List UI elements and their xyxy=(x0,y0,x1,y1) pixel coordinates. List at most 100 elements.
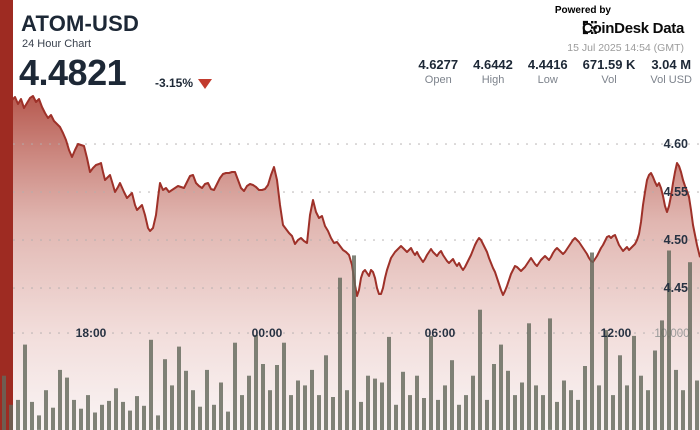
grid-dot xyxy=(427,143,429,145)
grid-dot xyxy=(373,191,375,193)
grid-dot xyxy=(391,332,393,334)
current-price: 4.4821 xyxy=(19,52,127,93)
volume-scale-label: 10,000 xyxy=(654,328,689,340)
grid-dot xyxy=(472,191,474,193)
grid-dot xyxy=(661,143,663,145)
grid-dot xyxy=(22,287,24,289)
grid-dot xyxy=(22,239,24,241)
y-axis-tick-label: 4.55 xyxy=(663,185,688,199)
grid-dot xyxy=(643,287,645,289)
grid-dot xyxy=(481,191,483,193)
grid-dot xyxy=(535,287,537,289)
volume-bar xyxy=(37,415,41,430)
volume-bar xyxy=(219,382,223,430)
grid-dot xyxy=(364,332,366,334)
grid-dot xyxy=(463,287,465,289)
grid-dot xyxy=(553,239,555,241)
grid-dot xyxy=(202,143,204,145)
grid-dot xyxy=(346,332,348,334)
grid-dot xyxy=(283,287,285,289)
grid-dot xyxy=(85,332,87,334)
grid-dot xyxy=(580,287,582,289)
grid-dot xyxy=(229,332,231,334)
volume-bar xyxy=(107,400,111,430)
grid-dot xyxy=(265,143,267,145)
grid-dot xyxy=(220,332,222,334)
grid-dot xyxy=(652,143,654,145)
grid-dot xyxy=(130,287,132,289)
volume-bar xyxy=(282,342,286,430)
coindesk-data-link[interactable]: CoinDesk Data xyxy=(582,20,684,37)
grid-dot xyxy=(193,287,195,289)
volume-bar xyxy=(170,385,174,430)
grid-dot xyxy=(517,332,519,334)
grid-dot xyxy=(490,191,492,193)
grid-dot xyxy=(598,332,600,334)
grid-dot xyxy=(22,191,24,193)
grid-dot xyxy=(256,191,258,193)
grid-dot xyxy=(265,287,267,289)
grid-dot xyxy=(166,191,168,193)
grid-dot xyxy=(220,143,222,145)
grid-dot xyxy=(373,287,375,289)
ohlc-stats-row: 4.6277 Open 4.6442 High 4.4416 Low 671.5… xyxy=(418,57,692,86)
grid-dot xyxy=(112,143,114,145)
volume-bar xyxy=(205,369,209,430)
grid-dot xyxy=(589,143,591,145)
volume-bar xyxy=(296,380,300,430)
grid-dot xyxy=(544,287,546,289)
stat-label: Vol xyxy=(601,74,617,86)
grid-dot xyxy=(598,191,600,193)
grid-dot xyxy=(670,239,672,241)
grid-dot xyxy=(31,332,33,334)
volume-bar xyxy=(268,390,272,430)
grid-dot xyxy=(364,143,366,145)
grid-dot xyxy=(463,332,465,334)
grid-dot xyxy=(616,191,618,193)
grid-dot xyxy=(49,287,51,289)
stat-value: 4.4416 xyxy=(527,57,568,72)
grid-dot xyxy=(517,287,519,289)
grid-dot xyxy=(526,239,528,241)
volume-bar xyxy=(156,415,160,430)
grid-dot xyxy=(76,332,78,334)
grid-dot xyxy=(292,332,294,334)
grid-dot xyxy=(382,143,384,145)
grid-dot xyxy=(211,143,213,145)
grid-dot xyxy=(337,191,339,193)
grid-dot xyxy=(634,332,636,334)
grid-dot xyxy=(337,239,339,241)
grid-dot xyxy=(625,191,627,193)
grid-dot xyxy=(517,191,519,193)
grid-dot xyxy=(508,143,510,145)
grid-dot xyxy=(400,287,402,289)
grid-dot xyxy=(229,287,231,289)
grid-dot xyxy=(535,332,537,334)
grid-dot xyxy=(67,287,69,289)
pair-title: ATOM-USD xyxy=(21,11,140,36)
grid-dot xyxy=(526,143,528,145)
volume-bar xyxy=(345,390,349,430)
grid-dot xyxy=(652,191,654,193)
grid-dot xyxy=(193,332,195,334)
grid-dot xyxy=(130,332,132,334)
grid-dot xyxy=(31,287,33,289)
volume-bar xyxy=(177,346,181,430)
grid-dot xyxy=(490,332,492,334)
volume-bar xyxy=(562,380,566,430)
grid-dot xyxy=(94,239,96,241)
grid-dot xyxy=(229,143,231,145)
grid-dot xyxy=(319,287,321,289)
grid-dot xyxy=(472,332,474,334)
volume-bar xyxy=(695,380,699,430)
grid-dot xyxy=(58,332,60,334)
grid-dot xyxy=(67,239,69,241)
grid-dot xyxy=(103,191,105,193)
grid-dot xyxy=(508,287,510,289)
volume-bar xyxy=(464,395,468,430)
volume-bar xyxy=(191,390,195,430)
volume-bar xyxy=(436,399,440,430)
grid-dot xyxy=(454,332,456,334)
grid-dot xyxy=(328,143,330,145)
